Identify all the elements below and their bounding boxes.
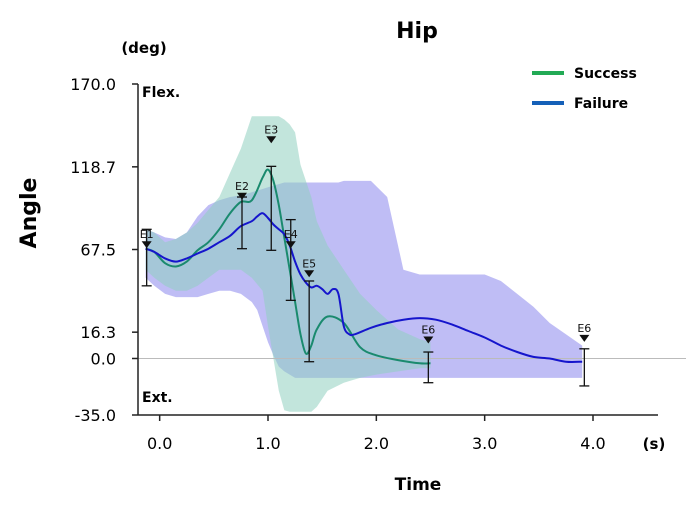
confidence-bands: [145, 116, 583, 412]
x-ticks: 0.0 1.0 2.0 3.0 4.0: [147, 415, 606, 453]
y-unit-label: (deg): [121, 39, 166, 57]
y-tick-label: 67.5: [80, 241, 116, 260]
event-marker-triangle: [266, 136, 277, 144]
x-tick-label: 4.0: [580, 434, 605, 453]
event-label: E5: [302, 257, 316, 270]
y-tick-label: 118.7: [70, 158, 116, 177]
x-tick-label: 2.0: [364, 434, 389, 453]
x-unit-label: (s): [643, 435, 666, 453]
y-tick-label: 170.0: [70, 75, 116, 94]
series-line-success: [145, 168, 431, 365]
event-marker-triangle: [579, 334, 590, 342]
y-axis-label: Angle: [17, 178, 42, 249]
legend: Success Failure: [532, 66, 637, 112]
flex-region-label: Flex.: [142, 85, 180, 101]
event-marker-triangle: [237, 192, 247, 200]
chart-title: Hip: [396, 19, 438, 44]
x-tick-label: 3.0: [472, 434, 497, 453]
event-label: E3: [264, 123, 278, 136]
x-axis-label: Time: [395, 475, 442, 495]
event-label: E4: [284, 228, 298, 241]
ext-region-label: Ext.: [142, 390, 173, 406]
x-tick-label: 0.0: [147, 434, 172, 453]
series-line-failure: [145, 212, 583, 363]
legend-label-success: Success: [574, 66, 637, 82]
event-marker-triangle: [423, 336, 434, 344]
event-marker-triangle: [285, 241, 296, 249]
y-tick-label: -35.0: [75, 406, 116, 425]
event-label: E2: [235, 180, 249, 193]
legend-label-failure: Failure: [574, 96, 628, 112]
series-lines: [145, 168, 583, 365]
event-marker-triangle: [304, 270, 315, 278]
y-tick-label: 0.0: [91, 349, 116, 368]
event-label: E1: [140, 228, 154, 241]
event-marker-triangle: [141, 241, 152, 249]
y-ticks: 170.0 118.7 67.5 16.3 0.0 -35.0: [70, 75, 138, 425]
x-tick-label: 1.0: [255, 434, 280, 453]
event-markers: E1 E2 E3 E4 E5 E6 E6: [140, 123, 591, 387]
event-label: E6: [421, 323, 435, 336]
axes: 170.0 118.7 67.5 16.3 0.0 -35.0 0.0 1.0 2.0 3.0 4…: [70, 75, 686, 453]
y-tick-label: 16.3: [80, 323, 116, 342]
event-label: E6: [577, 322, 591, 335]
